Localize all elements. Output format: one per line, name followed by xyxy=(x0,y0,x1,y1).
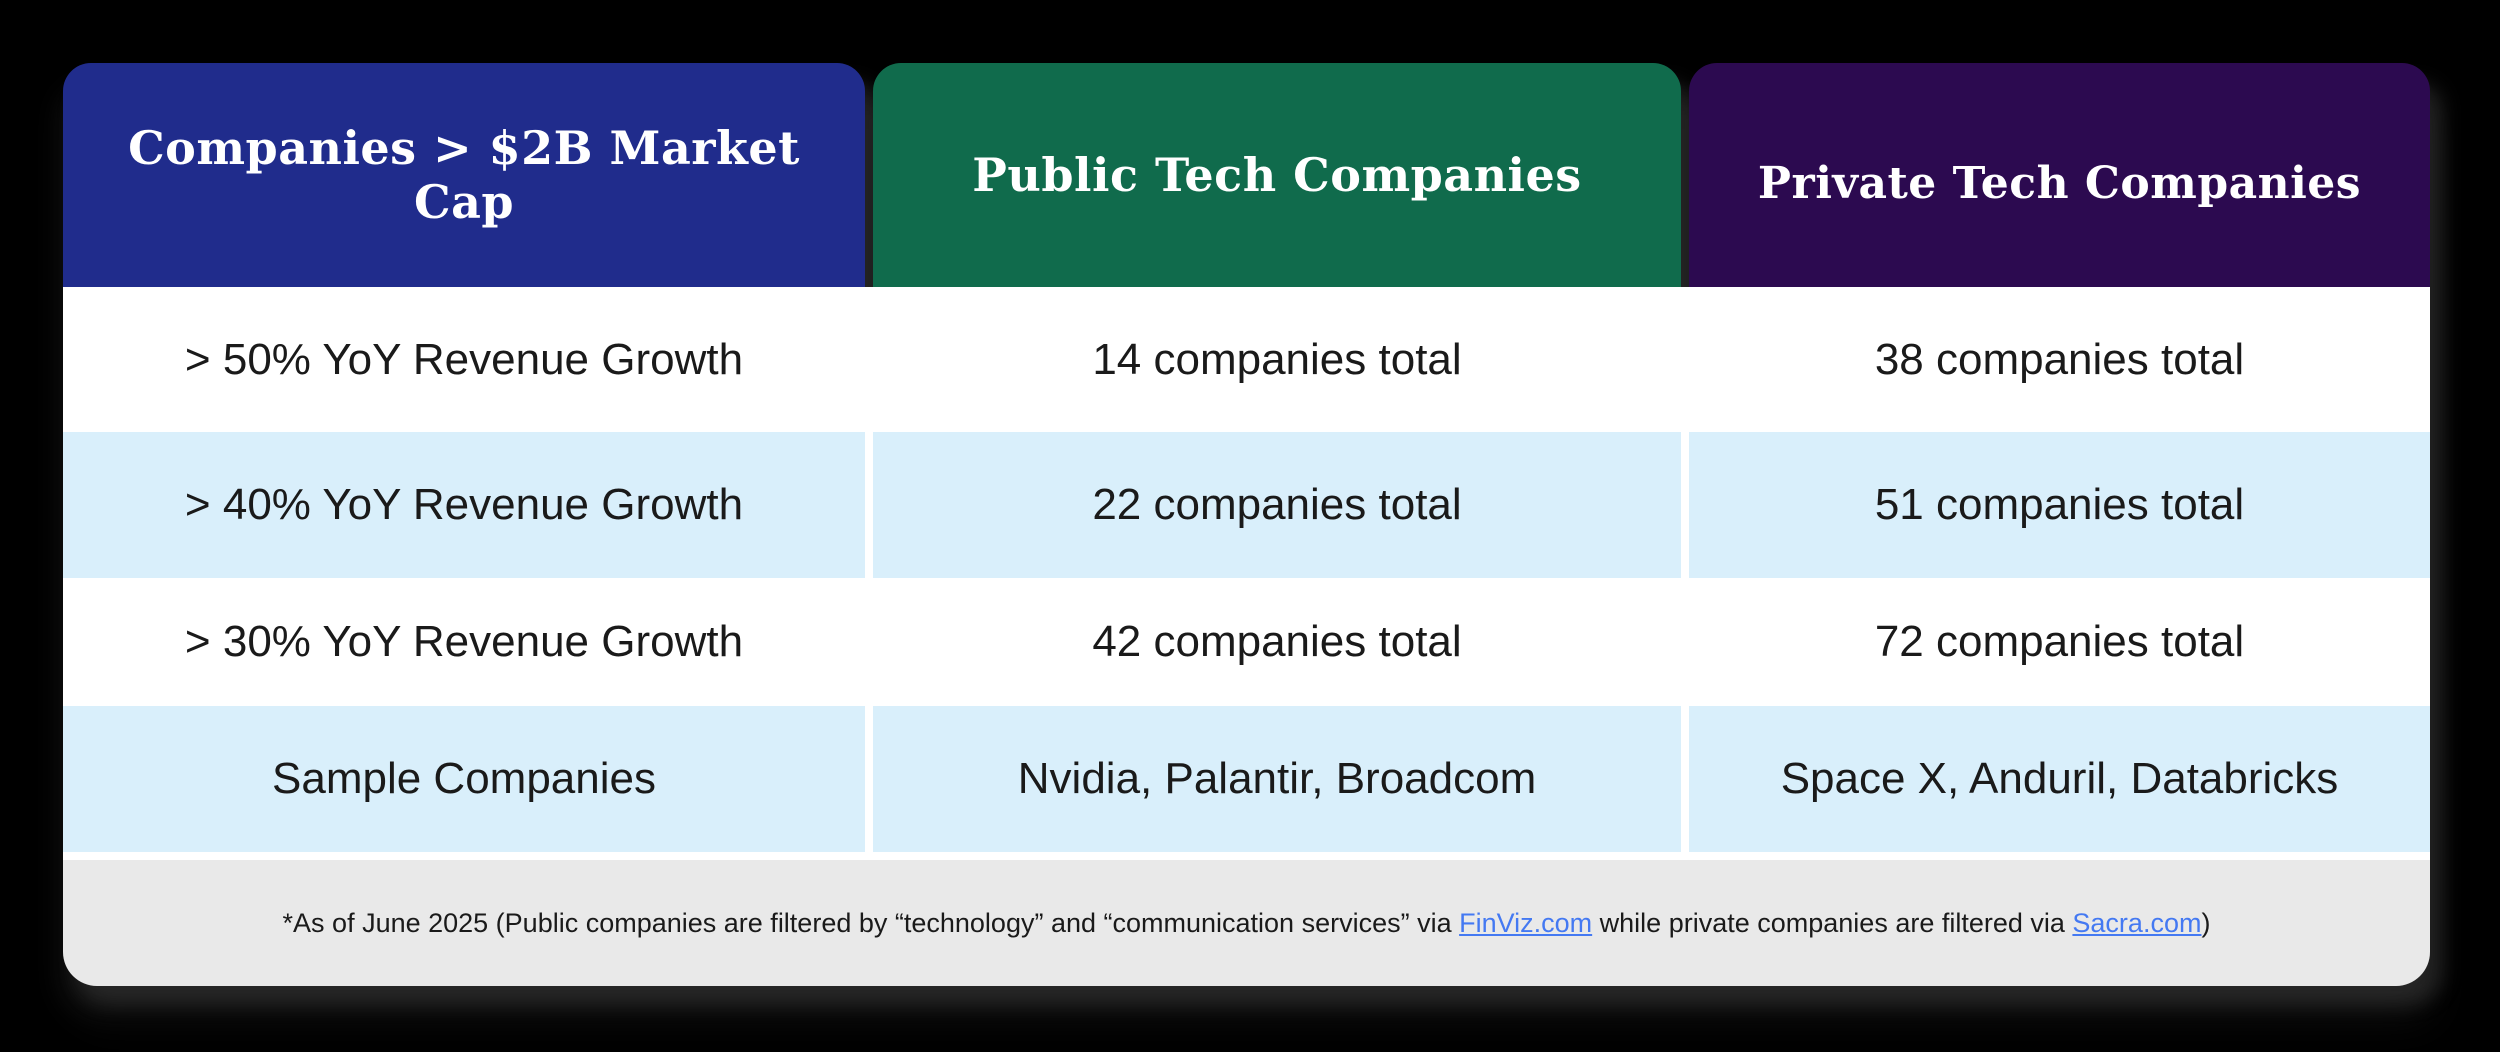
column-gap xyxy=(865,432,873,578)
table-row-50pct: > 50% YoY Revenue Growth 14 companies to… xyxy=(63,287,2430,432)
column-gap xyxy=(865,706,873,852)
column-gap xyxy=(865,63,873,287)
cell-public-40pct: 22 companies total xyxy=(873,432,1681,578)
cell-criteria-50pct: > 50% YoY Revenue Growth xyxy=(63,287,865,432)
footnote-text: *As of June 2025 (Public companies are f… xyxy=(282,907,1460,938)
table-header-row: Companies > $2B Market Cap Public Tech C… xyxy=(63,63,2430,287)
cell-public-50pct: 14 companies total xyxy=(873,287,1681,432)
cell-public-30pct: 42 companies total xyxy=(873,578,1681,706)
cell-private-sample: Space X, Anduril, Databricks xyxy=(1689,706,2430,852)
column-gap xyxy=(1681,63,1689,287)
column-gap xyxy=(865,578,873,706)
sacra-link[interactable]: Sacra.com xyxy=(2072,907,2202,938)
header-private-tech-companies: Private Tech Companies xyxy=(1689,63,2430,287)
cell-criteria-40pct: > 40% YoY Revenue Growth xyxy=(63,432,865,578)
column-gap xyxy=(1681,578,1689,706)
footnote: *As of June 2025 (Public companies are f… xyxy=(63,852,2430,986)
cell-private-40pct: 51 companies total xyxy=(1689,432,2430,578)
table-row-sample-companies: Sample Companies Nvidia, Palantir, Broad… xyxy=(63,706,2430,852)
footnote-text: while private companies are filtered via xyxy=(1592,907,2073,938)
comparison-table: Companies > $2B Market Cap Public Tech C… xyxy=(63,63,2430,986)
cell-criteria-sample: Sample Companies xyxy=(63,706,865,852)
column-gap xyxy=(865,287,873,432)
finviz-link[interactable]: FinViz.com xyxy=(1459,907,1593,938)
cell-public-sample: Nvidia, Palantir, Broadcom xyxy=(873,706,1681,852)
cell-criteria-30pct: > 30% YoY Revenue Growth xyxy=(63,578,865,706)
header-public-tech-companies: Public Tech Companies xyxy=(873,63,1681,287)
table-row-40pct: > 40% YoY Revenue Growth 22 companies to… xyxy=(63,432,2430,578)
column-gap xyxy=(1681,287,1689,432)
cell-private-50pct: 38 companies total xyxy=(1689,287,2430,432)
footnote-text: ) xyxy=(2201,907,2211,938)
column-gap xyxy=(1681,706,1689,852)
column-gap xyxy=(1681,432,1689,578)
cell-private-30pct: 72 companies total xyxy=(1689,578,2430,706)
table-body: > 50% YoY Revenue Growth 14 companies to… xyxy=(63,287,2430,986)
table-row-30pct: > 30% YoY Revenue Growth 42 companies to… xyxy=(63,578,2430,706)
header-companies-market-cap: Companies > $2B Market Cap xyxy=(63,63,865,287)
